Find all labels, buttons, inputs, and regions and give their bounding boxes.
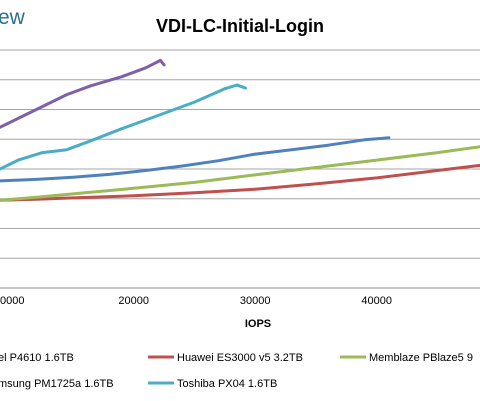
series-line-5 [0, 83, 247, 171]
x-axis-ticks: 0000 20000 30000 40000 [0, 295, 392, 307]
x-tick-label: 30000 [240, 295, 271, 307]
x-axis-title: IOPS [245, 318, 271, 330]
logo-fragment: ew [0, 6, 26, 29]
legend-label: msung PM1725a 1.6TB [0, 378, 114, 390]
series-line-2 [0, 163, 480, 202]
x-tick-label: 20000 [118, 295, 149, 307]
series-layer [0, 58, 480, 202]
chart-title: VDI-LC-Initial-Login [156, 16, 324, 36]
legend-label: Toshiba PX04 1.6TB [177, 378, 277, 390]
legend: el P4610 1.6TB Huawei ES3000 v5 3.2TB Memb… [0, 352, 473, 390]
series-line-1 [0, 58, 166, 129]
series-line-4 [0, 136, 391, 183]
legend-label: Huawei ES3000 v5 3.2TB [177, 352, 303, 364]
x-tick-label: 0000 [0, 295, 24, 307]
legend-label: Memblaze PBlaze5 9 [369, 352, 473, 364]
series-line-3 [0, 145, 480, 202]
x-tick-label: 40000 [361, 295, 392, 307]
legend-label: el P4610 1.6TB [0, 352, 74, 364]
